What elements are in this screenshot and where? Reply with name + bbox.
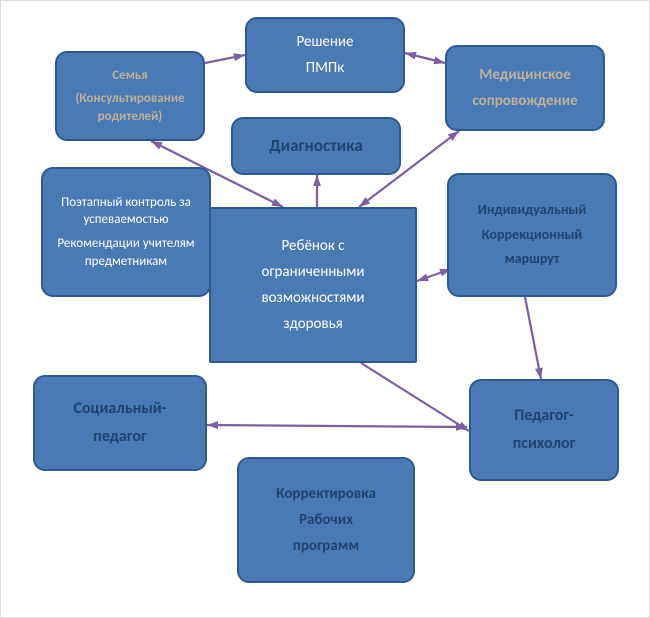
node-medical-line: Медицинское: [479, 65, 571, 85]
node-decision: Решение ПМПк: [245, 17, 405, 93]
node-control-line: Поэтапный контроль за успеваемостью: [51, 194, 201, 229]
node-diagnostics-line: Диагностика: [269, 135, 363, 158]
node-route-line: маршрут: [505, 250, 560, 269]
node-route-line: Коррекционный: [482, 226, 582, 245]
diagram-stage: Решение ПМПк Семья (Консультирование родите…: [0, 0, 650, 618]
edge-1: [405, 52, 445, 64]
edge-7: [525, 297, 543, 379]
edge-3: [313, 175, 321, 207]
node-programs: Корректировка Рабочих программ: [237, 457, 415, 583]
node-family: Семья (Консультирование родителей): [55, 51, 205, 141]
edge-8: [207, 421, 467, 431]
node-center-line: Ребёнок с: [281, 236, 344, 256]
node-programs-line: Рабочих: [299, 510, 353, 530]
edge-0: [205, 53, 245, 63]
node-family-line: Семья: [112, 67, 148, 85]
node-social-line: Социальный-: [73, 398, 166, 420]
node-center-line: возможностями: [261, 288, 364, 308]
node-center: Ребёнок с ограниченными возможностями здоро…: [209, 207, 417, 363]
node-programs-line: Корректировка: [276, 484, 376, 504]
node-route: Индивидуальный Коррекционный маршрут: [447, 173, 617, 297]
node-decision-line: ПМПк: [306, 58, 344, 78]
node-decision-line: Решение: [297, 32, 354, 52]
node-medical: Медицинское сопровождение: [445, 45, 605, 131]
node-control: Поэтапный контроль за успеваемостью Реком…: [41, 167, 211, 297]
edge-9: [361, 363, 469, 431]
edge-6: [417, 269, 451, 281]
node-programs-line: программ: [293, 536, 359, 556]
node-control-line: Рекомендации учителям предметникам: [51, 235, 201, 270]
node-social: Социальный-педагог: [33, 375, 207, 471]
node-psych-line: Педагог-: [514, 405, 574, 427]
node-psych: Педагог-психолог: [469, 379, 619, 481]
node-center-line: здоровья: [283, 314, 343, 334]
node-center-line: ограниченными: [261, 262, 364, 282]
node-family-line: (Консультирование родителей): [65, 90, 195, 125]
node-route-line: Индивидуальный: [478, 201, 587, 220]
node-psych-line: психолог: [513, 433, 576, 455]
node-social-line: педагог: [93, 426, 146, 448]
node-diagnostics: Диагностика: [231, 117, 401, 175]
node-medical-line: сопровождение: [472, 91, 577, 111]
